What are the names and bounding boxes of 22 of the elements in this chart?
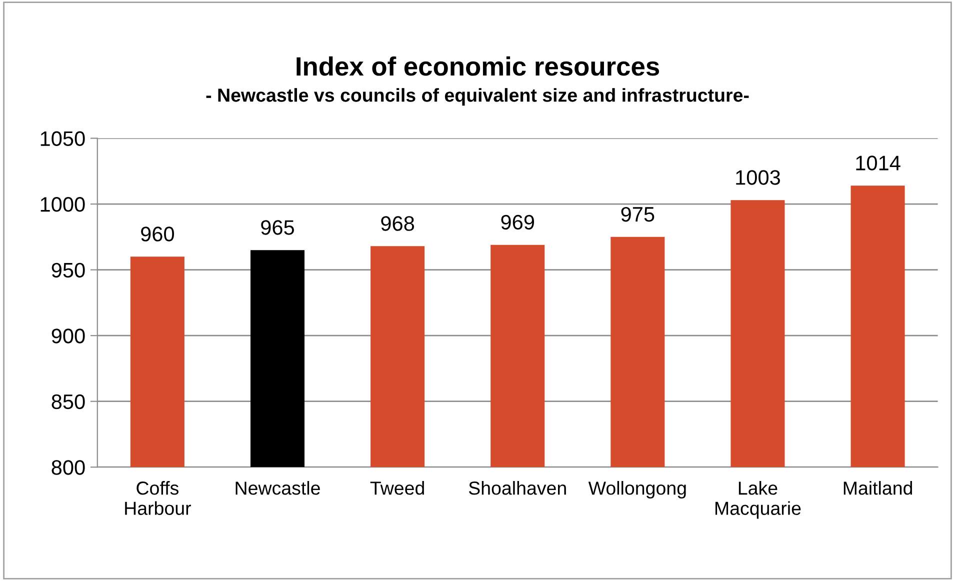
data-label: 1003 [736, 170, 780, 185]
y-tick-label: 850 [52, 394, 85, 410]
data-label: 975 [621, 206, 654, 222]
y-tick-label: 1000 [40, 197, 85, 212]
x-tick-label: Wollongong [588, 481, 686, 498]
data-label: 969 [501, 214, 534, 230]
x-tick-label: Maitland [844, 481, 912, 495]
x-tick-label: Tweed [370, 481, 424, 495]
y-tick-label: 800 [52, 460, 85, 475]
data-label: 968 [381, 216, 414, 231]
data-label: 960 [141, 226, 174, 242]
x-tick-label: Lake Macquarie [715, 481, 801, 519]
y-tick-label: 950 [52, 262, 85, 278]
x-tick-label: Shoalhaven [468, 481, 566, 495]
data-label: 965 [261, 220, 294, 235]
chart-subtitle: - Newcastle vs councils of equivalent size and infrastructure- [206, 88, 749, 106]
y-tick-label: 900 [52, 328, 85, 344]
y-tick-label: 1050 [40, 131, 85, 146]
chart-title: Index of economic resources [296, 56, 660, 76]
data-label: 1014 [856, 156, 900, 170]
x-tick-label: Coffs Harbour [125, 481, 191, 515]
x-tick-label: Newcastle [236, 481, 320, 495]
